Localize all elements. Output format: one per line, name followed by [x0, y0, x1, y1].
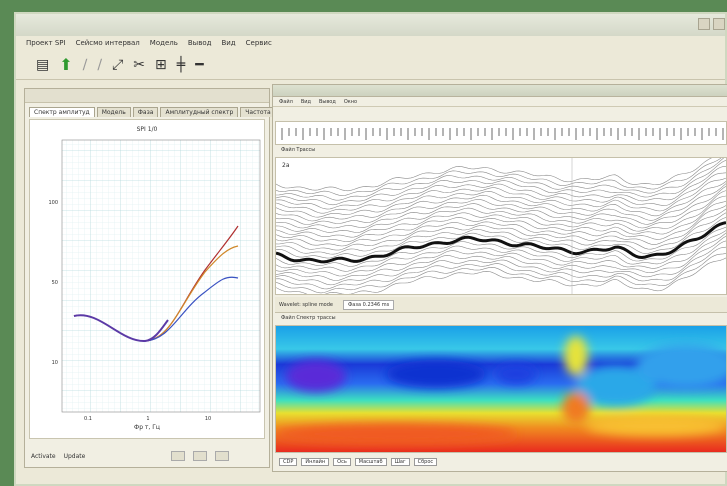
tab-amplitude-spectrum[interactable]: Спектр амплитуд	[29, 107, 95, 117]
seismic-trace	[276, 177, 726, 218]
tab-amp-spectrum[interactable]: Амплитудный спектр	[160, 107, 239, 117]
menu-item-service[interactable]: Сервис	[245, 39, 272, 47]
x-tick-label: 1	[146, 416, 149, 422]
menubar: Проект SPI Сейсмо интервал Модель Вывод …	[16, 36, 725, 50]
spectrum-plot[interactable]: SPI 1/0 100 50 10 0.1 1 10	[29, 119, 265, 439]
menu-item-output[interactable]: Вывод	[187, 39, 212, 47]
y-tick-label: 100	[48, 200, 58, 206]
menu-item-interval[interactable]: Сейсмо интервал	[75, 39, 140, 47]
seismic-trace	[276, 158, 713, 192]
seismic-trace	[276, 212, 726, 255]
footer-button-1[interactable]	[171, 451, 186, 461]
seismic-bar: Файл Трассы	[281, 147, 316, 153]
spectrum-chart: 100 50 10 0.1 1 10	[48, 139, 261, 422]
spectrum-panel: Спектр амплитуд Модель Фаза Амплитудный …	[24, 88, 276, 468]
seismic-trace	[276, 230, 726, 272]
plot-title: SPI 1/0	[136, 126, 158, 133]
control-inline[interactable]: Инлайн	[301, 458, 330, 466]
cut-icon[interactable]: ✂	[133, 56, 146, 73]
seismic-trace	[276, 246, 726, 290]
menu-item-model[interactable]: Модель	[149, 39, 178, 47]
heatmap-image	[276, 326, 726, 452]
seismic-trace	[276, 221, 726, 264]
seismic-trace	[276, 226, 726, 267]
phase-scale-field[interactable]: Фаза 0.2346 ms	[343, 299, 395, 310]
control-cdp[interactable]: CDP	[279, 458, 298, 466]
control-reset[interactable]: Сброс	[413, 458, 438, 466]
seismic-trace	[276, 160, 726, 206]
seismic-menu: Файл Вид Вывод Окно	[273, 97, 727, 107]
app-window: Проект SPI Сейсмо интервал Модель Вывод …	[14, 12, 727, 486]
seismic-trace	[276, 158, 722, 196]
tab-phase[interactable]: Фаза	[132, 107, 159, 117]
seismic-trace	[276, 195, 726, 238]
eraser-icon[interactable]: ∕	[97, 56, 103, 73]
seismic-trace	[276, 158, 725, 201]
control-scale[interactable]: Масштаб	[354, 458, 387, 466]
tab-frequency[interactable]: Частота	[240, 107, 276, 117]
window-titlebar[interactable]	[16, 14, 725, 36]
zoom-icon[interactable]: ⤢	[112, 56, 124, 73]
seismic-trace	[276, 186, 726, 229]
seismic-trace	[276, 200, 726, 243]
seismic-section[interactable]: 2a	[275, 157, 727, 295]
wavelet-mode-text: Wavelet: spline mode	[279, 301, 333, 308]
trace-ruler[interactable]	[275, 121, 727, 145]
seismic-trace	[276, 240, 726, 286]
spectral-heatmap[interactable]	[275, 325, 727, 453]
seismic-label: 2a	[282, 162, 290, 169]
seismic-trace	[276, 181, 726, 222]
footer-button-2[interactable]	[193, 451, 208, 461]
navigation-controls: CDP Инлайн Ось Масштаб Шаг Сброс	[275, 455, 727, 469]
x-tick-label: 10	[205, 416, 211, 422]
menu-item-project[interactable]: Проект SPI	[26, 39, 66, 47]
x-axis-label: Фр т, Гц	[134, 424, 160, 431]
minus-icon[interactable]: ━	[195, 56, 204, 73]
open-folder-icon[interactable]: ▤	[36, 56, 50, 73]
seismic-trace	[276, 172, 726, 214]
pencil-icon[interactable]: ∕	[82, 56, 88, 73]
seismic-wiggles	[276, 158, 726, 294]
plus-icon[interactable]: ╪	[176, 56, 186, 73]
seismic-menu-view[interactable]: Вид	[300, 98, 311, 105]
minimize-button[interactable]	[698, 18, 710, 30]
seismic-trace	[276, 235, 726, 281]
seismic-menu-file[interactable]: Файл	[279, 98, 293, 105]
activate-label[interactable]: Activate	[31, 452, 56, 460]
arrow-up-icon[interactable]: ⬆	[59, 54, 73, 74]
seismic-trace	[276, 166, 726, 210]
seismic-titlebar[interactable]	[273, 85, 727, 97]
ruler-ticks	[281, 128, 724, 140]
grid-icon[interactable]: ⊞	[155, 56, 167, 73]
x-tick-label: 0.1	[84, 416, 92, 422]
seismic-menu-window[interactable]: Окно	[343, 98, 358, 105]
close-button[interactable]	[713, 18, 725, 30]
seismic-trace	[276, 208, 726, 251]
panel-header	[25, 89, 269, 103]
y-tick-label: 50	[52, 280, 58, 286]
seismic-panel: Файл Вид Вывод Окно Файл Трассы 2a Wavel…	[272, 84, 727, 472]
wavelet-status: Wavelet: spline mode Фаза 0.2346 ms	[275, 297, 727, 313]
panel-tabs: Спектр амплитуд Модель Фаза Амплитудный …	[25, 103, 276, 117]
panel-footer: Activate Update	[25, 445, 269, 467]
seismic-trace	[276, 190, 726, 233]
seismic-trace	[276, 217, 726, 259]
seismic-trace	[276, 183, 726, 225]
control-step[interactable]: Шаг	[390, 458, 410, 466]
menu-item-view[interactable]: Вид	[221, 39, 236, 47]
seismic-trace	[276, 253, 726, 294]
seismic-trace	[276, 232, 726, 277]
tab-model[interactable]: Модель	[96, 107, 131, 117]
footer-button-3[interactable]	[215, 451, 230, 461]
update-label[interactable]: Update	[63, 452, 86, 460]
control-axis[interactable]: Ось	[333, 458, 351, 466]
plot-frame	[61, 139, 261, 413]
toolbar: ▤ ⬆ ∕ ∕ ⤢ ✂ ⊞ ╪ ━	[16, 50, 725, 80]
heatmap-bar: Файл Спектр трассы	[281, 315, 336, 321]
seismic-trace	[276, 257, 726, 294]
y-tick-label: 10	[52, 360, 58, 366]
seismic-menu-output[interactable]: Вывод	[318, 98, 336, 105]
spectrum-curve-purple	[73, 314, 169, 343]
seismic-trace	[276, 205, 726, 247]
